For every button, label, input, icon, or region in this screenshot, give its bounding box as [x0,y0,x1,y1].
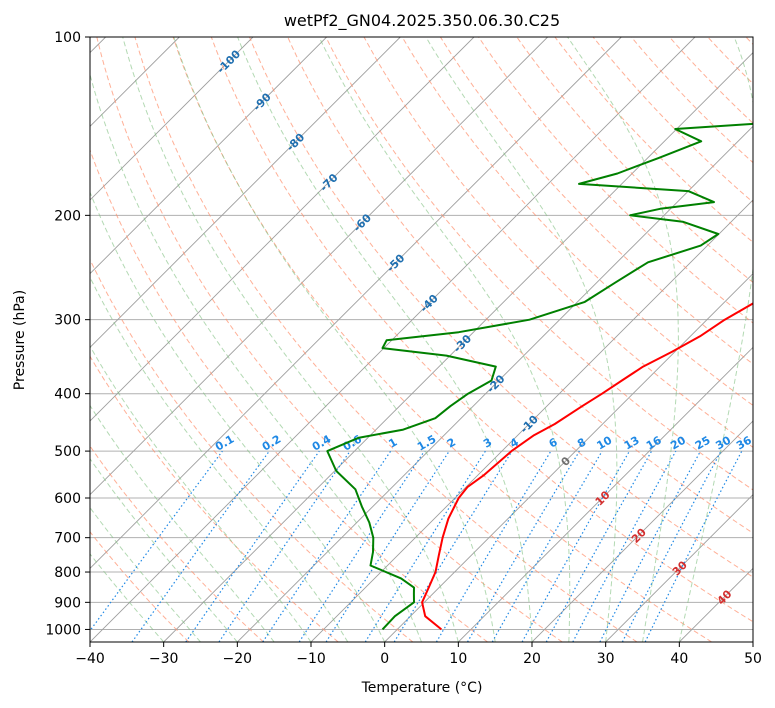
dry-adiabat-line [134,37,638,642]
mixing-ratio-line [325,450,450,642]
moist-adiabat-line [90,345,312,642]
mixing-ratio-line [90,450,223,632]
isotherm-line [90,37,475,422]
x-tick-label: 40 [670,651,688,667]
mixing-ratio-line [185,450,320,642]
y-tick-label: 500 [54,444,81,460]
isotherm-line [605,494,753,642]
y-tick-label: 300 [54,313,81,329]
moist-adiabat-line [90,457,238,642]
mixing-ratio-label: 36 [734,433,754,452]
dry-adiabat-line [516,37,753,284]
x-tick-label: 10 [449,651,467,667]
dry-adiabat-line [401,37,753,406]
dry-adiabat-line [363,37,753,448]
mixing-ratio-line [572,450,677,642]
x-tick-label: −40 [75,651,105,667]
dry-adiabat-line [478,37,753,324]
moist-adiabat-line [90,506,201,642]
moist-adiabat-line [90,72,422,642]
isotherm-line [90,37,327,275]
y-tick-label: 800 [54,565,81,581]
isotherm-line [384,273,753,642]
x-tick-label: 0 [380,651,389,667]
dry-adiabat-line [90,531,190,642]
isotherm-line [163,52,753,642]
x-axis-title: Temperature (°C) [361,680,483,696]
mixing-ratio-line [545,450,653,642]
axes: −40 −30 −20 −10 0 10 20 30 40 50 100 200 300 400 500 60… [45,30,762,667]
moist-adiabat-line [237,37,533,642]
mixing-ratio-line [131,450,270,642]
dry-adiabat-line [172,37,712,642]
moist-adiabat-line [90,276,349,642]
moist-adiabat-line [173,37,496,642]
isotherm-line [90,37,548,496]
temperature-profile-line [421,302,753,631]
dry-adiabat-line [96,37,563,642]
isotherm-line [90,37,254,201]
moist-adiabat-line [90,404,275,642]
dewpoint-profile-line [326,122,753,631]
y-axis-title: Pressure (hPa) [12,290,28,390]
dry-adiabat-line [592,37,753,203]
mixing-ratio-line [644,450,743,642]
dry-adiabat-line [90,258,414,642]
mixing-ratio-line [218,450,351,642]
mixing-ratio-line [262,450,392,642]
y-tick-label: 700 [54,531,81,547]
x-tick-label: 30 [597,651,615,667]
plot-frame [89,36,754,643]
x-tick-label: 50 [744,651,762,667]
x-tick-label: 20 [523,651,541,667]
isotherm-line [310,199,753,642]
mixing-ratio-line [521,450,631,642]
y-tick-label: 900 [54,595,81,611]
isotherm-line [237,125,753,642]
isotherm-line [531,420,753,642]
moist-adiabat-line [318,37,571,642]
isotherm-line [458,346,753,642]
dry-adiabat-line [90,148,488,642]
mixing-ratio-line [298,450,425,642]
y-tick-label: 1000 [45,622,81,638]
isotherm-line [90,37,622,569]
y-tick-label: 200 [54,208,81,224]
moist-adiabat-line [567,37,679,642]
x-tick-label: −20 [223,651,253,667]
y-tick-label: 600 [54,491,81,507]
moist-adiabat-line [122,37,459,642]
x-tick-label: −10 [296,651,326,667]
chart-title: wetPf2_GN04.2025.350.06.30.C25 [284,11,560,31]
y-tick-label: 400 [54,387,81,403]
moist-adiabat-line [425,37,618,642]
dry-adiabat-line [249,37,753,578]
y-tick-label: 100 [54,30,81,46]
x-tick-label: −30 [149,651,179,667]
dry-adiabat-line [287,37,753,534]
dry-adiabat-line [325,37,753,491]
mixing-ratio-line [393,450,513,642]
